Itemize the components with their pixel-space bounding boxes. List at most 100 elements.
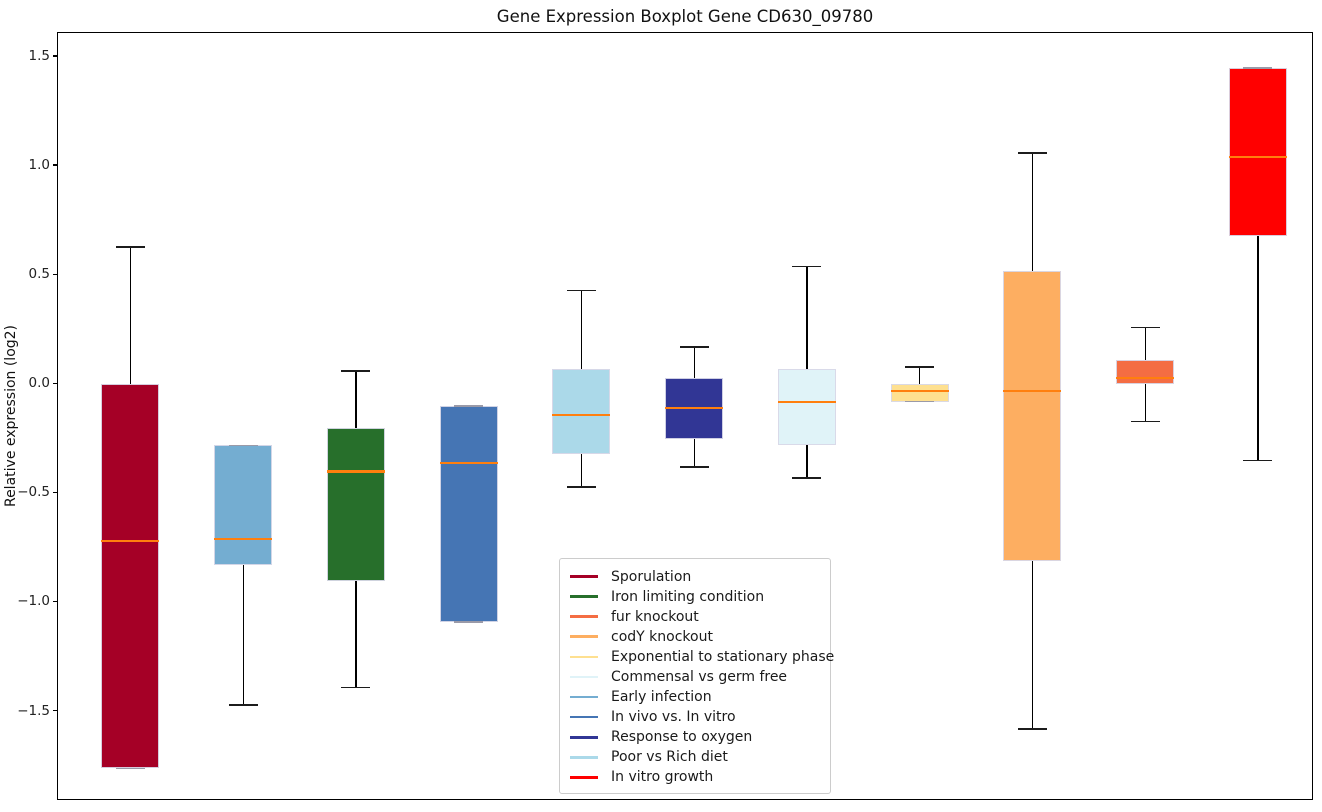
y-tick-mark [53,600,57,603]
box-median-line [214,538,273,541]
box-whisker-cap-upper [115,246,145,248]
legend-item: In vitro growth [570,768,820,787]
y-tick-mark [53,164,57,166]
box-whisker-lower [693,438,695,468]
box-whisker-cap-upper [1130,326,1160,329]
box-whisker-upper [1031,153,1034,271]
box-whisker-cap-upper [1017,152,1047,154]
box-whisker-lower [1031,561,1034,729]
box-whisker-cap-lower [1017,728,1047,730]
box-whisker-upper [355,371,357,428]
box-whisker-lower [1144,384,1146,422]
box-whisker-cap-lower [566,486,596,488]
box-median-line [101,540,160,543]
legend-label: Early infection [611,689,712,706]
box-whisker-cap-upper [454,405,484,407]
box-whisker-cap-upper [566,289,596,292]
box-whisker-cap-upper [905,366,935,368]
box-whisker-cap-upper [792,265,822,268]
legend-label: In vivo vs. In vitro [611,709,736,726]
legend-label: Sporulation [611,568,692,585]
box-whisker-cap-lower [228,704,258,706]
boxplot-box [101,384,160,769]
legend-swatch [570,575,598,578]
box-whisker-lower [580,454,583,487]
box-median-line [890,389,949,392]
boxplot-box [214,445,273,566]
y-tick-label: −1.5 [17,702,50,719]
boxplot-box [326,427,385,581]
y-tick-mark [53,491,57,493]
legend-item: Sporulation [570,567,820,586]
legend-swatch [570,735,598,739]
box-whisker-upper [693,347,695,378]
legend-item: Iron limiting condition [570,587,820,606]
legend-swatch [570,776,598,779]
legend-item: Response to oxygen [570,728,820,747]
legend-item: Exponential to stationary phase [570,647,834,666]
box-median-line [665,407,724,410]
box-median-line [1228,156,1287,159]
box-whisker-cap-lower [792,477,822,479]
y-tick-label: 0.0 [28,375,50,392]
legend-swatch [570,595,598,598]
box-whisker-upper [129,246,132,385]
boxplot-box [777,369,836,446]
legend-swatch [570,715,598,719]
y-axis-label: Relative expression (log2) [3,324,19,508]
legend-swatch [570,635,598,639]
legend-label: fur knockout [611,608,699,625]
box-whisker-cap-upper [679,346,709,348]
box-whisker-lower [242,565,244,705]
box-median-line [777,400,836,403]
box-whisker-cap-upper [228,444,258,447]
legend-item: codY knockout [570,627,820,646]
boxplot-box [1003,270,1062,561]
legend-item: Early infection [570,688,820,707]
boxplot-box [1228,67,1287,236]
box-whisker-upper [580,290,583,369]
box-whisker-cap-upper [1243,67,1273,69]
legend-swatch [570,615,598,618]
box-whisker-upper [806,266,808,369]
legend-label: codY knockout [611,628,713,645]
y-tick-label: 0.5 [28,266,50,283]
legend-label: Commensal vs germ free [611,668,788,685]
boxplot-box [439,406,498,623]
legend-label: Exponential to stationary phase [611,648,835,665]
legend-swatch [570,756,598,759]
box-whisker-cap-lower [341,686,371,689]
boxplot-box [1116,360,1175,385]
box-whisker-cap-lower [905,401,935,403]
legend-label: Iron limiting condition [611,588,765,605]
box-whisker-upper [919,366,921,385]
box-whisker-lower [1257,235,1259,461]
boxplot-box [552,369,611,455]
box-whisker-upper [1144,327,1146,361]
legend-swatch [570,695,598,699]
y-tick-label: −1.0 [17,593,50,610]
box-whisker-cap-lower [115,767,145,769]
legend-label: Poor vs Rich diet [611,749,728,766]
legend-label: Response to oxygen [611,729,753,746]
y-tick-label: 1.5 [28,48,50,64]
box-median-line [326,470,385,473]
y-tick-label: 1.0 [28,157,50,174]
y-tick-mark [53,55,57,57]
legend-item: In vivo vs. In vitro [570,708,820,727]
box-whisker-cap-lower [1243,459,1273,462]
box-median-line [439,461,498,464]
legend: Sporulation Iron limiting condition fur kn… [559,558,834,794]
boxplot-box [890,384,949,402]
y-tick-mark [53,709,57,712]
box-median-line [1116,376,1175,379]
box-whisker-cap-lower [679,466,709,468]
legend-swatch [570,675,598,679]
box-whisker-cap-upper [341,370,371,372]
box-whisker-cap-lower [454,621,484,623]
box-whisker-lower [806,445,808,479]
box-median-line [1003,389,1062,392]
chart-title: Gene Expression Boxplot Gene CD630_09780 [496,7,874,26]
y-tick-label: −0.5 [17,484,50,501]
